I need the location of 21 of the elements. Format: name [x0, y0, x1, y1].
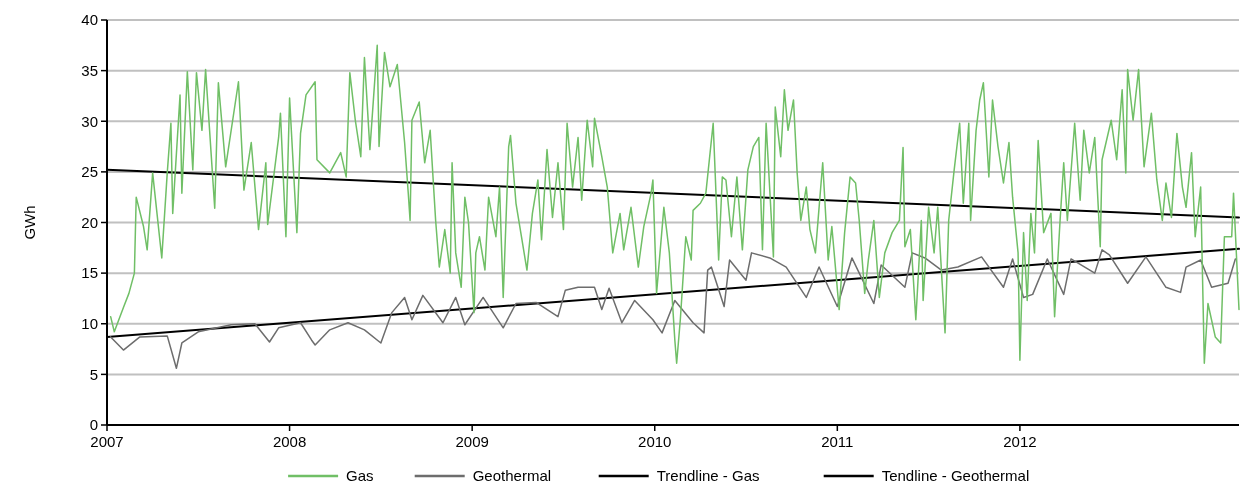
y-tick-label: 40: [81, 11, 98, 29]
y-tick-label: 10: [81, 315, 98, 332]
legend-label: Trendline - Gas: [656, 467, 760, 484]
y-tick-label: 20: [81, 213, 98, 231]
x-tick-label: 2010: [638, 433, 672, 450]
x-tick-label: 2009: [455, 433, 489, 450]
x-tick-label: 2008: [272, 433, 307, 450]
x-tick-label: 2007: [90, 433, 124, 450]
legend-label: Tendline - Geothermal: [881, 467, 1030, 484]
legend-label: Geothermal: [472, 467, 552, 484]
y-tick-label: 5: [89, 365, 98, 383]
line-series: [109, 249, 1237, 370]
y-tick-label: 35: [81, 61, 98, 79]
y-tick-label: 0: [89, 416, 98, 434]
legend-label: Gas: [346, 467, 374, 484]
y-tick-label: 25: [81, 163, 98, 181]
y-tick-label: 30: [81, 112, 98, 130]
y-tick-label: 15: [81, 264, 98, 282]
x-tick-label: 2012: [1003, 433, 1037, 450]
y-axis-title: GWh: [21, 205, 38, 240]
x-tick-label: 2011: [821, 433, 854, 450]
